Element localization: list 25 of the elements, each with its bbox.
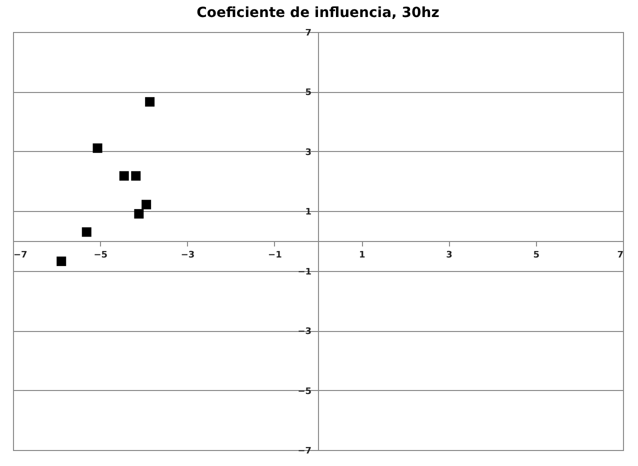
- chart-title: Coeficiente de influencia, 30hz: [196, 5, 440, 21]
- y-tick-label: −7: [298, 446, 312, 456]
- point: [56, 256, 66, 266]
- x-tick-label: −3: [180, 250, 195, 260]
- x-tick-label: −5: [94, 250, 108, 260]
- point: [134, 209, 144, 219]
- point: [92, 143, 102, 153]
- point: [145, 97, 155, 107]
- y-tick-label: 7: [305, 28, 312, 38]
- x-tick-label: −1: [268, 250, 282, 260]
- x-tick-label: 5: [533, 250, 540, 260]
- y-tick-label: 5: [305, 88, 312, 98]
- point: [119, 171, 129, 181]
- x-tick-label: 7: [617, 250, 624, 260]
- y-tick-label: −3: [298, 327, 312, 338]
- x-tick-label: −7: [14, 250, 28, 260]
- y-tick-label: −5: [298, 386, 312, 397]
- x-tick-label: 1: [358, 250, 366, 260]
- point: [82, 227, 92, 237]
- point: [142, 200, 152, 210]
- y-tick-label: −1: [298, 267, 312, 278]
- point: [131, 171, 141, 181]
- y-tick-label: 3: [305, 148, 312, 158]
- x-tick-label: 3: [446, 250, 452, 260]
- y-tick-label: 1: [305, 208, 312, 218]
